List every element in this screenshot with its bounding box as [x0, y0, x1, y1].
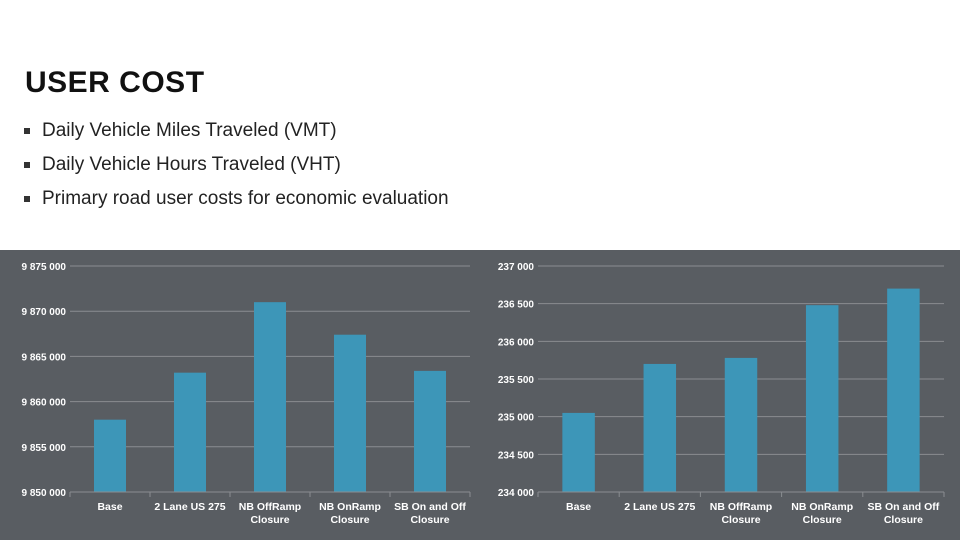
- y-tick-label: 9 870 000: [22, 307, 67, 318]
- x-category-label: Base: [566, 501, 591, 513]
- x-category-label: 2 Lane US 275: [154, 501, 225, 513]
- slide-title: USER COST: [25, 66, 205, 99]
- bar: [94, 419, 126, 492]
- bar: [254, 302, 286, 492]
- bar: [805, 305, 839, 492]
- y-tick-label: 236 500: [498, 300, 535, 311]
- vht-bar-chart: 234 000 234 500 235 000 235 500 236 000 236 5…: [498, 262, 945, 526]
- y-tick-label: 9 865 000: [22, 352, 67, 363]
- vmt-bar-chart: 9 850 000 9 855 000 9 860 000 9 865 000 9 87…: [22, 262, 471, 526]
- square-bullet-icon: [24, 128, 30, 134]
- y-tick-label: 9 850 000: [22, 488, 67, 499]
- chart-panel: 9 850 000 9 855 000 9 860 000 9 865 000 9 87…: [0, 250, 960, 540]
- x-category-label: NB OffRamp Closure: [239, 501, 301, 526]
- x-category-label: Base: [97, 501, 122, 513]
- bar: [887, 288, 920, 492]
- y-tick-label: 234 500: [498, 450, 535, 461]
- y-tick-label: 235 000: [498, 413, 535, 424]
- bar: [414, 370, 446, 492]
- square-bullet-icon: [24, 162, 30, 168]
- y-tick-label: 237 000: [498, 262, 535, 273]
- bullet-text: Daily Vehicle Miles Traveled (VMT): [42, 120, 337, 141]
- bullet-item: Daily Vehicle Miles Traveled (VMT): [24, 114, 449, 148]
- bar: [724, 357, 758, 492]
- x-category-label: NB OnRamp Closure: [791, 501, 853, 526]
- y-tick-label: 9 860 000: [22, 398, 67, 409]
- bar: [643, 363, 677, 492]
- y-tick-label: 236 000: [498, 337, 535, 348]
- x-category-label: NB OnRamp Closure: [319, 501, 381, 526]
- bar: [334, 334, 366, 492]
- x-category-label: SB On and Off Closure: [868, 501, 940, 526]
- y-tick-label: 234 000: [498, 488, 535, 499]
- x-category-label: SB On and Off Closure: [394, 501, 466, 526]
- bar: [174, 372, 206, 492]
- bullet-item: Daily Vehicle Hours Traveled (VHT): [24, 148, 449, 182]
- bullet-text: Daily Vehicle Hours Traveled (VHT): [42, 154, 341, 175]
- y-tick-label: 9 855 000: [22, 443, 67, 454]
- square-bullet-icon: [24, 196, 30, 202]
- bar: [562, 412, 595, 492]
- x-category-label: 2 Lane US 275: [624, 501, 695, 513]
- bullet-list: Daily Vehicle Miles Traveled (VMT) Daily…: [24, 114, 449, 216]
- bullet-text: Primary road user costs for economic eva…: [42, 188, 449, 209]
- bullet-item: Primary road user costs for economic eva…: [24, 182, 449, 216]
- x-category-label: NB OffRamp Closure: [710, 501, 772, 526]
- y-tick-label: 9 875 000: [22, 262, 67, 273]
- y-tick-label: 235 500: [498, 375, 535, 386]
